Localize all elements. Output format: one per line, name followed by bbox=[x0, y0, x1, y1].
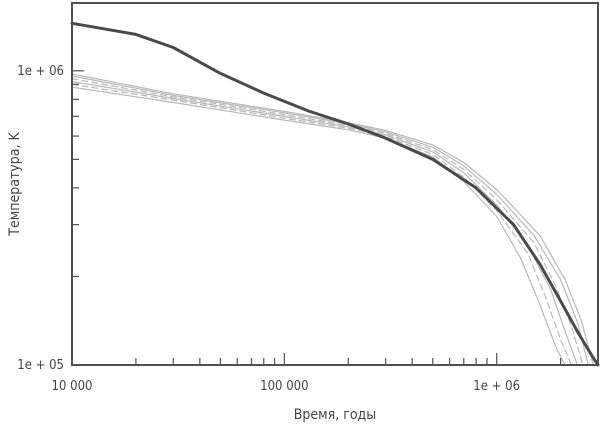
series-line-6 bbox=[71, 73, 594, 366]
y-tick-label: 1e + 05 bbox=[17, 358, 64, 373]
x-tick-label: 100 000 bbox=[260, 379, 308, 394]
plot-frame bbox=[71, 2, 599, 366]
x-tick-label: 1e + 06 bbox=[473, 379, 520, 394]
series-line-1 bbox=[71, 86, 566, 366]
series-layer bbox=[70, 21, 600, 367]
series-line-5 bbox=[71, 75, 589, 366]
series-line-highlight bbox=[70, 21, 600, 367]
ticks-layer: 10 000 100 000 1e + 06 1e + 05 1e + 06 bbox=[17, 64, 599, 394]
y-axis-title: Температура, K bbox=[7, 132, 23, 237]
x-tick-label: 10 000 bbox=[52, 379, 93, 394]
x-axis-title: Время, годы bbox=[294, 407, 376, 423]
series-line-2 bbox=[71, 83, 573, 366]
series-line-3 bbox=[71, 80, 578, 366]
y-tick-label: 1e + 06 bbox=[17, 64, 64, 79]
series-line-4 bbox=[71, 78, 584, 366]
